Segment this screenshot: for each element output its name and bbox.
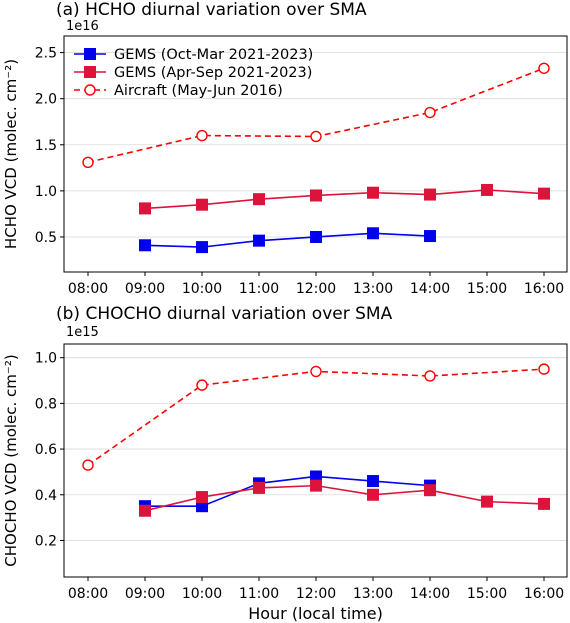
y-tick-label: 0.8 xyxy=(35,396,57,412)
x-tick-label: 14:00 xyxy=(410,586,450,602)
y-tick-label: 0.5 xyxy=(35,230,57,246)
y-tick-label: 1.0 xyxy=(35,351,57,367)
x-tick-label: 14:00 xyxy=(410,281,450,297)
data-point xyxy=(253,481,265,494)
x-tick-label: 13:00 xyxy=(353,281,393,297)
data-point xyxy=(253,193,265,206)
x-tick-label: 10:00 xyxy=(182,586,222,602)
chart-panel-a: 0.5 1.0 1.5 2.0 2.5 08:00 09:00 10:00 11:00 12:00… xyxy=(2,0,568,297)
data-point xyxy=(82,156,94,168)
x-tick-label: 15:00 xyxy=(467,281,507,297)
data-point xyxy=(424,484,436,497)
y-tick-label: 1.5 xyxy=(35,138,57,154)
x-tick-label: 11:00 xyxy=(239,586,279,602)
data-point xyxy=(310,130,322,143)
data-point xyxy=(424,370,436,382)
x-tick-label: 16:00 xyxy=(524,586,564,602)
data-point xyxy=(253,234,265,247)
plot-frame xyxy=(63,343,568,578)
legend: GEMS (Oct-Mar 2021-2023) GEMS (Apr-Sep 20… xyxy=(74,47,313,99)
legend-marker xyxy=(84,84,96,96)
data-point xyxy=(424,106,436,119)
axis-offset-label: 1e15 xyxy=(66,325,99,340)
data-point xyxy=(424,230,436,243)
y-tick-label: 1.0 xyxy=(35,184,57,200)
y-axis-label: HCHO VCD (molec. cm⁻²) xyxy=(2,59,20,249)
data-point xyxy=(367,186,379,199)
data-point xyxy=(367,475,379,488)
legend-marker xyxy=(84,66,96,78)
x-tick-label: 11:00 xyxy=(239,281,279,297)
data-point xyxy=(139,239,151,252)
axis-offset-label: 1e16 xyxy=(66,19,99,34)
y-tick-label: 0.4 xyxy=(35,488,57,504)
x-tick-label: 12:00 xyxy=(296,281,336,297)
series-line xyxy=(144,232,431,248)
data-point xyxy=(538,187,550,200)
data-point xyxy=(196,500,208,513)
data-point xyxy=(310,189,322,202)
legend-marker xyxy=(84,48,96,60)
x-tick-label: 09:00 xyxy=(125,281,165,297)
x-tick-label: 13:00 xyxy=(353,586,393,602)
series-line xyxy=(145,475,431,507)
data-point xyxy=(538,497,550,510)
x-axis-label: Hour (local time) xyxy=(248,604,383,623)
legend-label: Aircraft (May-Jun 2016) xyxy=(114,83,283,99)
series-line xyxy=(144,189,545,210)
data-point xyxy=(310,479,322,492)
x-tick-label: 09:00 xyxy=(125,586,165,602)
data-point xyxy=(538,62,550,74)
y-tick-label: 2.5 xyxy=(35,46,57,62)
data-point xyxy=(424,188,436,201)
data-point xyxy=(481,495,493,508)
data-point xyxy=(310,365,322,378)
data-point xyxy=(310,230,322,243)
data-point xyxy=(196,129,208,142)
legend-label: GEMS (Apr-Sep 2021-2023) xyxy=(114,65,312,81)
y-tick-label: 2.0 xyxy=(35,92,57,108)
data-point xyxy=(196,241,208,254)
chart-title: (b) CHOCHO diurnal variation over SMA xyxy=(56,304,393,324)
data-point xyxy=(196,491,208,504)
data-point xyxy=(538,363,550,375)
y-tick-label: 0.2 xyxy=(35,533,57,549)
data-point xyxy=(481,183,493,196)
series-line xyxy=(87,368,545,466)
data-point xyxy=(82,459,94,471)
data-point xyxy=(139,504,151,517)
series-line xyxy=(144,484,545,512)
data-point xyxy=(196,198,208,211)
x-tick-label: 12:00 xyxy=(296,586,336,602)
x-tick-label: 08:00 xyxy=(68,281,108,297)
x-tick-label: 16:00 xyxy=(524,281,564,297)
data-point xyxy=(196,379,208,391)
data-point xyxy=(367,488,379,501)
legend-label: GEMS (Oct-Mar 2021-2023) xyxy=(114,47,313,63)
chart-title: (a) HCHO diurnal variation over SMA xyxy=(56,0,367,20)
y-tick-label: 0.6 xyxy=(35,442,57,458)
data-point xyxy=(367,227,379,240)
data-point xyxy=(310,470,322,483)
chart-panel-b: 0.2 0.4 0.6 0.8 1.0 08:00 09:00 10:00 11:00 12:00… xyxy=(2,304,568,623)
data-point xyxy=(139,202,151,215)
x-tick-label: 10:00 xyxy=(182,281,222,297)
x-tick-label: 08:00 xyxy=(68,586,108,602)
x-tick-label: 15:00 xyxy=(467,586,507,602)
y-axis-label: CHOCHO VCD (molec. cm⁻²) xyxy=(2,354,20,566)
